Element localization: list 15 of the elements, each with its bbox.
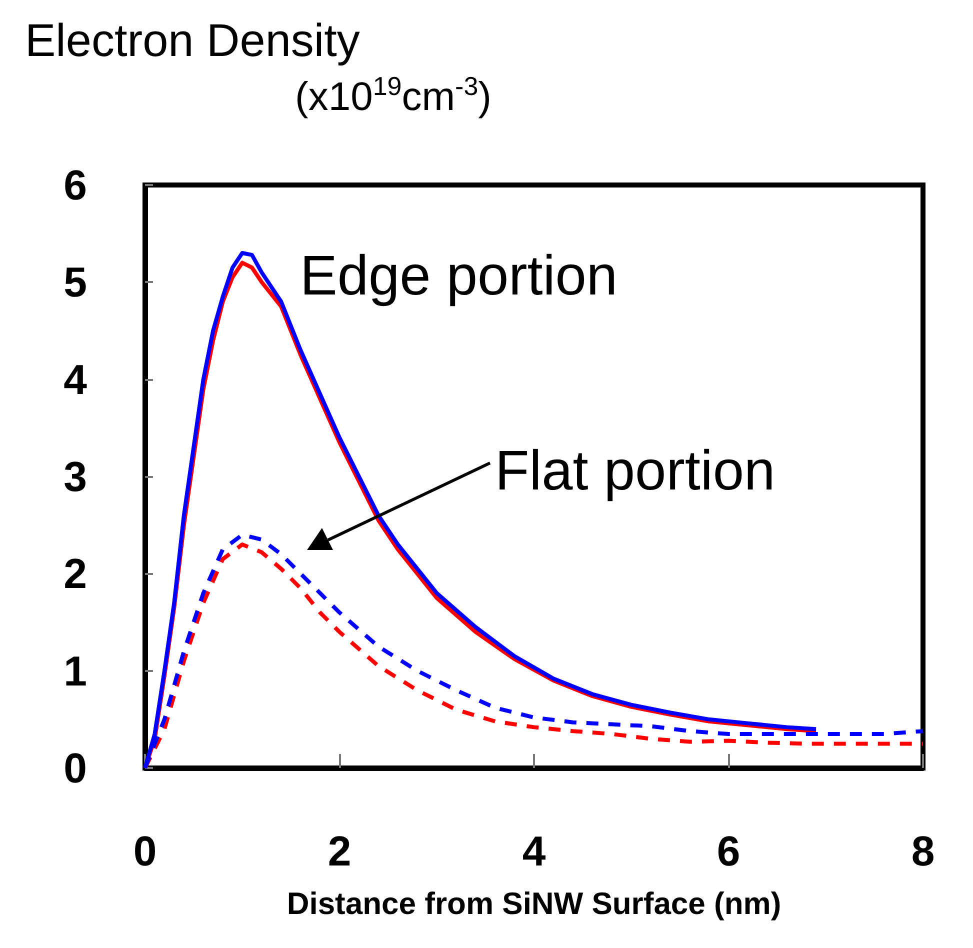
x-tick-label: 0 bbox=[133, 828, 157, 874]
y-tick-label: 0 bbox=[64, 744, 87, 792]
annotation: Flat portion bbox=[495, 438, 776, 502]
x-tick-label: 6 bbox=[716, 828, 740, 874]
x-axis-title: Distance from SiNW Surface (nm) bbox=[286, 886, 782, 921]
y-tick-label: 4 bbox=[64, 356, 88, 403]
y-tick-label: 3 bbox=[64, 453, 87, 500]
y-tick-label: 5 bbox=[64, 258, 87, 306]
x-tick-label: 4 bbox=[522, 828, 546, 874]
y-tick-label: 6 bbox=[64, 162, 87, 208]
x-tick-label: 8 bbox=[911, 828, 935, 874]
y-tick-label: 1 bbox=[64, 647, 87, 694]
x-tick-label: 2 bbox=[328, 828, 352, 874]
annotation: Edge portion bbox=[300, 244, 618, 306]
y-tick-label: 2 bbox=[64, 550, 87, 598]
